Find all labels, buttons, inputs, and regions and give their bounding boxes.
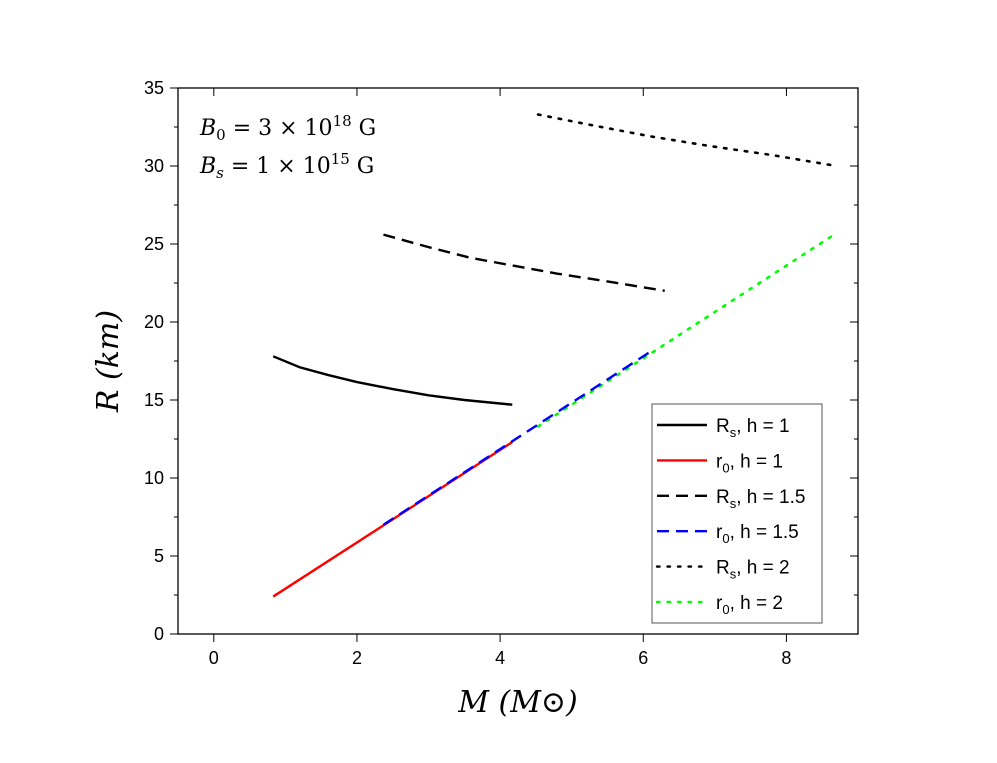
x-tick-label: 0 [209, 648, 219, 668]
legend-entry: r0, h = 2 [716, 593, 783, 617]
y-tick-label: 35 [144, 78, 164, 98]
x-tick-label: 6 [638, 648, 648, 668]
series-line-3 [382, 350, 652, 526]
x-tick-label: 2 [352, 648, 362, 668]
y-tick-label: 20 [144, 312, 164, 332]
x-tick-label: 8 [781, 648, 791, 668]
y-tick-label: 10 [144, 468, 164, 488]
legend-entry: r0, h = 1.5 [716, 522, 799, 546]
series-line-2 [383, 233, 665, 292]
y-tick-label: 25 [144, 234, 164, 254]
svg-text:B0 = 3 × 1018 G: B0 = 3 × 1018 G [199, 112, 376, 144]
svg-text:Bs = 1 × 1015 G: Bs = 1 × 1015 G [199, 150, 374, 182]
legend-entry: Rs, h = 1 [716, 416, 790, 440]
legend: Rs, h = 1 r0, h = 1 Rs, h = 1.5 r0, h = 1.5… [651, 403, 823, 624]
series-line-4 [536, 113, 838, 168]
legend-entry: Rs, h = 1.5 [716, 487, 805, 511]
y-tick-label: 5 [154, 546, 164, 566]
series-line-0 [272, 355, 513, 406]
annotation: B0 = 3 × 1018 G Bs = 1 × 1015 G [199, 112, 376, 182]
y-axis-label: R (km) [91, 310, 126, 413]
y-tick-label: 15 [144, 390, 164, 410]
x-tick-label: 4 [495, 648, 505, 668]
legend-entry: Rs, h = 2 [716, 558, 790, 582]
plot-frame [177, 87, 859, 635]
y-tick-label: 0 [154, 624, 164, 644]
series-line-5 [536, 231, 838, 428]
y-tick-label: 30 [144, 156, 164, 176]
x-axis-label: M (M⊙) [457, 685, 578, 720]
legend-entry: r0, h = 1 [716, 451, 783, 475]
